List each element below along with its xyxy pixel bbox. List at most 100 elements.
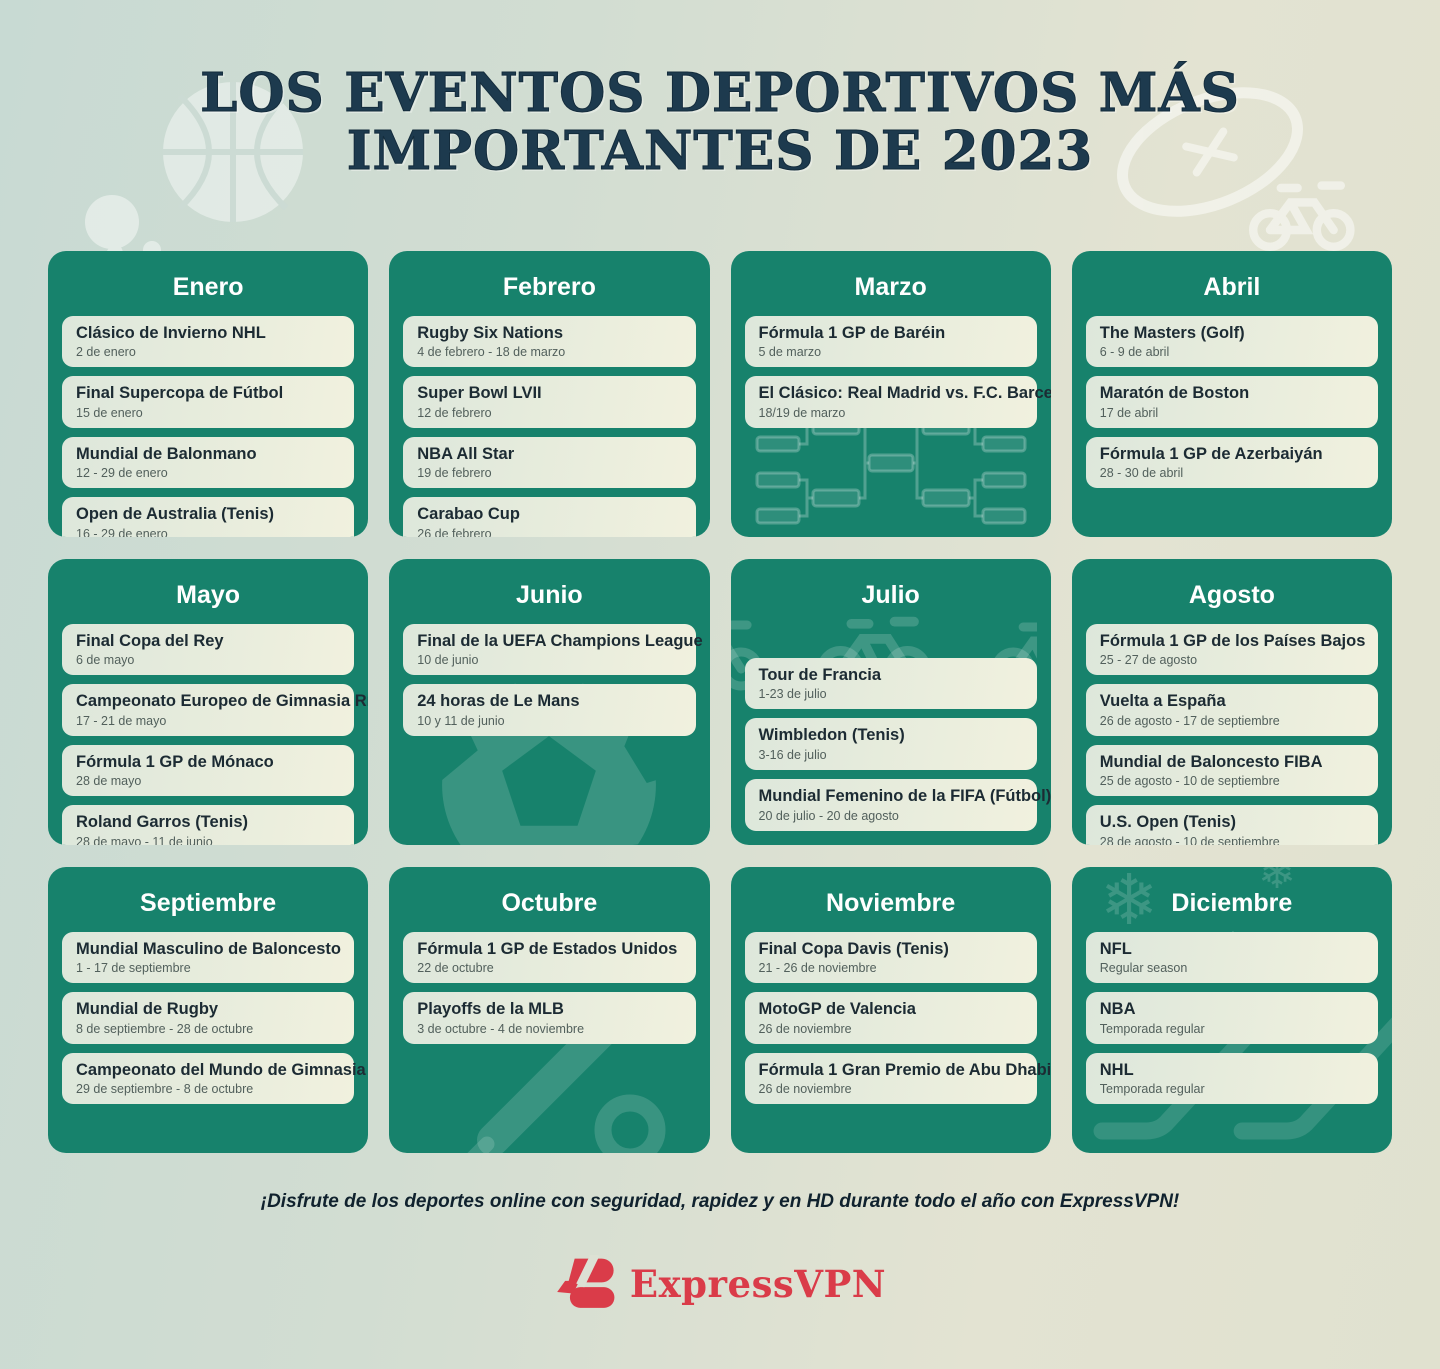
event-date: 17 de abril: [1099, 405, 1159, 420]
event-card: Fórmula 1 Gran Premio de Abu Dhabi 26 de…: [744, 1052, 1051, 1105]
event-title: Campeonato Europeo de Gimnasia Rítmica: [76, 692, 368, 711]
event-title: Fórmula 1 Gran Premio de Abu Dhabi: [758, 1060, 1051, 1079]
event-list: The Masters (Golf) 6 - 9 de abril Marató…: [1085, 315, 1378, 489]
event-card: Fórmula 1 GP de Azerbaiyán 28 - 30 de ab…: [1085, 436, 1378, 489]
event-date: 8 de septiembre - 28 de octubre: [76, 1021, 254, 1036]
event-date: 26 de agosto - 17 de septiembre: [1099, 713, 1280, 728]
month-title: Noviembre: [826, 888, 956, 917]
event-date: 20 de julio - 20 de agosto: [758, 808, 899, 823]
page-title: LOS EVENTOS DEPORTIVOS MÁS IMPORTANTES D…: [200, 62, 1240, 183]
event-card: Fórmula 1 GP de Estados Unidos 22 de oct…: [403, 931, 696, 984]
footer-tagline: ¡Disfrute de los deportes online con seg…: [260, 1190, 1180, 1212]
event-card: U.S. Open (Tenis) 28 de agosto - 10 de s…: [1085, 805, 1378, 845]
month-card: Septiembre Mundial Masculino de Balonces…: [48, 866, 369, 1153]
event-title: Fórmula 1 GP de los Países Bajos: [1099, 631, 1366, 650]
month-title: Septiembre: [140, 888, 277, 917]
event-title: Final Copa Davis (Tenis): [758, 939, 949, 958]
event-date: 15 de enero: [76, 405, 143, 420]
event-date: 28 de mayo: [76, 774, 142, 789]
month-card: Marzo Fórmula 1 GP de Baréin 5 de marzo …: [730, 250, 1051, 537]
event-card: Playoffs de la MLB 3 de octubre - 4 de n…: [403, 992, 696, 1044]
event-list: Final Copa del Rey 6 de mayo Campeonato …: [62, 623, 368, 845]
brand-logo: ExpressVPN: [0, 1254, 1440, 1313]
month-title: Abril: [1203, 272, 1261, 301]
event-title: Open de Australia (Tenis): [76, 505, 275, 524]
event-title: Tour de Francia: [758, 665, 882, 684]
event-title: Mundial de Balonmano: [76, 444, 257, 463]
event-date: 6 de mayo: [76, 653, 135, 668]
month-title: Agosto: [1188, 580, 1275, 609]
event-date: 3 de octubre - 4 de noviembre: [417, 1021, 585, 1036]
event-title: Final Copa del Rey: [76, 631, 224, 650]
event-list: Fórmula 1 GP de los Países Bajos 25 - 27…: [1085, 623, 1378, 845]
event-card: NFL Regular season: [1085, 931, 1378, 984]
event-list: Fórmula 1 GP de Baréin 5 de marzo El Clá…: [744, 315, 1051, 428]
event-list: Mundial Masculino de Baloncesto 1 - 17 d…: [62, 931, 368, 1105]
event-card: NHL Temporada regular: [1085, 1052, 1378, 1105]
event-date: 12 de febrero: [417, 405, 492, 420]
month-title: Marzo: [854, 272, 927, 301]
event-title: Rugby Six Nations: [417, 323, 564, 342]
event-title: NBA All Star: [417, 444, 515, 463]
event-title: Super Bowl LVII: [417, 384, 542, 403]
event-card: The Masters (Golf) 6 - 9 de abril: [1085, 315, 1378, 368]
event-card: Wimbledon (Tenis) 3-16 de julio: [744, 718, 1037, 770]
event-date: 17 - 21 de mayo: [76, 713, 167, 728]
event-title: NHL: [1099, 1060, 1134, 1079]
event-card: Clásico de Invierno NHL 2 de enero: [62, 315, 355, 368]
event-list: Clásico de Invierno NHL 2 de enero Final…: [62, 315, 355, 537]
event-card: Campeonato Europeo de Gimnasia Rítmica 1…: [62, 684, 368, 736]
event-card: Mundial Masculino de Baloncesto 1 - 17 d…: [62, 931, 355, 984]
event-card: Super Bowl LVII 12 de febrero: [403, 376, 696, 428]
event-date: Temporada regular: [1099, 1082, 1205, 1097]
event-date: 25 - 27 de agosto: [1099, 653, 1198, 668]
event-card: Fórmula 1 GP de Mónaco 28 de mayo: [62, 744, 355, 797]
event-title: Carabao Cup: [417, 505, 520, 524]
event-title: Maratón de Boston: [1099, 384, 1250, 403]
event-date: 26 de febrero: [417, 527, 492, 537]
event-title: Mundial de Baloncesto FIBA: [1099, 752, 1323, 771]
event-date: 25 de agosto - 10 de septiembre: [1099, 774, 1280, 789]
event-date: 6 - 9 de abril: [1099, 345, 1170, 360]
event-title: El Clásico: Real Madrid vs. F.C. Barcelo…: [758, 384, 1051, 403]
month-card: Abril The Masters (Golf) 6 - 9 de abril …: [1071, 250, 1392, 537]
event-date: 29 de septiembre - 8 de octubre: [76, 1082, 254, 1097]
event-title: Roland Garros (Tenis): [76, 813, 249, 832]
event-card: Fórmula 1 GP de los Países Bajos 25 - 27…: [1085, 623, 1378, 676]
event-title: Vuelta a España: [1099, 692, 1226, 711]
event-date: 3-16 de julio: [758, 747, 827, 762]
month-card: Agosto Fórmula 1 GP de los Países Bajos …: [1071, 558, 1392, 845]
event-card: Mundial de Balonmano 12 - 29 de enero: [62, 436, 355, 489]
event-card: Vuelta a España 26 de agosto - 17 de sep…: [1085, 684, 1378, 736]
event-list: Rugby Six Nations 4 de febrero - 18 de m…: [403, 315, 696, 537]
month-title: Octubre: [501, 888, 598, 917]
month-card: Julio Tou: [730, 558, 1051, 845]
months-grid: Enero Clásico de Invierno NHL 2 de enero…: [48, 250, 1392, 1153]
event-card: NBA All Star 19 de febrero: [403, 436, 696, 489]
event-card: Mundial de Baloncesto FIBA 25 de agosto …: [1085, 744, 1378, 797]
month-card: ❄ ❄ ❄ Diciembre NFL Regular season NBA T…: [1071, 866, 1392, 1153]
event-date: Regular season: [1099, 961, 1188, 976]
event-card: Campeonato del Mundo de Gimnasia Artísti…: [62, 1052, 368, 1105]
event-date: 12 - 29 de enero: [76, 466, 168, 481]
month-card: Junio Final de la UEFA Champions League …: [389, 558, 710, 845]
event-card: Carabao Cup 26 de febrero: [403, 497, 696, 537]
event-title: 24 horas de Le Mans: [417, 692, 580, 711]
event-title: Mundial de Rugby: [76, 1000, 219, 1019]
event-date: 2 de enero: [76, 345, 136, 360]
event-card: Roland Garros (Tenis) 28 de mayo - 11 de…: [62, 805, 355, 845]
event-date: 5 de marzo: [758, 345, 822, 360]
event-date: 10 y 11 de junio: [417, 713, 505, 728]
event-card: Final de la UEFA Champions League 10 de …: [403, 623, 703, 676]
event-list: Final Copa Davis (Tenis) 21 - 26 de novi…: [744, 931, 1051, 1105]
event-title: Mundial Masculino de Baloncesto: [76, 939, 341, 958]
event-title: Fórmula 1 GP de Estados Unidos: [417, 939, 678, 958]
event-card: Final Copa del Rey 6 de mayo: [62, 623, 355, 676]
event-title: Clásico de Invierno NHL: [76, 323, 266, 342]
event-date: 16 - 29 de enero: [76, 527, 168, 537]
event-title: Campeonato del Mundo de Gimnasia Artísti…: [76, 1060, 368, 1079]
month-card: Enero Clásico de Invierno NHL 2 de enero…: [48, 250, 369, 537]
event-title: NBA: [1099, 1000, 1136, 1019]
month-title: Mayo: [176, 580, 241, 609]
month-card: Noviembre Final Copa Davis (Tenis) 21 - …: [730, 866, 1051, 1153]
